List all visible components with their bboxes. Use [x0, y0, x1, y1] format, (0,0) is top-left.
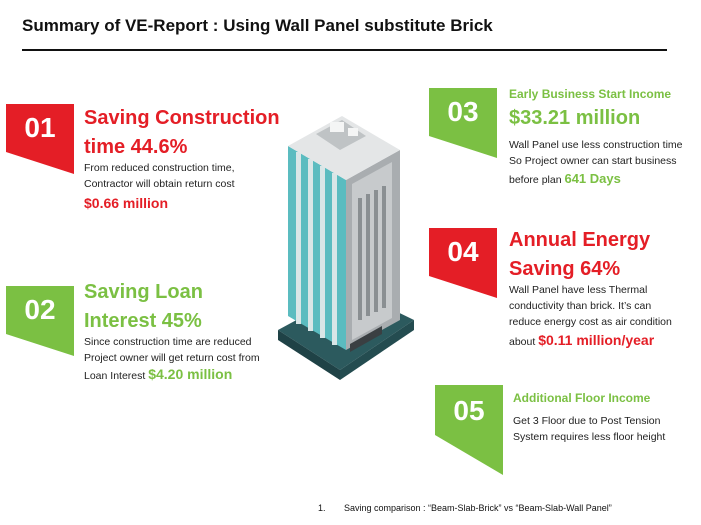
building-illustration [278, 116, 414, 380]
footnote: 1. Saving comparison : “Beam-Slab-Brick” … [318, 503, 612, 513]
item-01-highlight: $0.66 million [84, 195, 169, 211]
item-03-heading-big: $33.21 million [509, 107, 641, 129]
item-02-heading: Saving Loan Interest 45% [84, 281, 203, 332]
badge-number: 05 [453, 395, 485, 426]
item-03-highlight: 641 Days [564, 171, 621, 186]
badge-03: 03 [429, 88, 497, 158]
badge-04: 04 [429, 228, 497, 298]
item-04-text: Wall Panel have less Thermal conductivit… [509, 284, 672, 348]
badge-number: 02 [24, 294, 56, 325]
badge-number: 01 [24, 112, 56, 143]
title-divider [22, 49, 667, 51]
item-01-heading: Saving Construction time 44.6% [84, 107, 280, 158]
item-03-heading-small: Early Business Start Income [509, 87, 672, 101]
item-01-text: From reduced construction time, Contract… [84, 162, 235, 211]
item-02-text: Since construction time are reduced Proj… [84, 336, 260, 382]
item-03-text: Wall Panel use less construction time So… [509, 139, 683, 186]
footnote-number: 1. [318, 503, 326, 513]
badge-01: 01 [6, 104, 74, 174]
badge-number: 04 [447, 236, 479, 267]
badge-number: 03 [447, 96, 479, 127]
item-04-highlight: $0.11 million/year [538, 332, 655, 348]
item-05-text: Get 3 Floor due to Post Tension System r… [513, 415, 666, 443]
badge-05: 05 [435, 385, 503, 475]
footnote-text: Saving comparison : “Beam-Slab-Brick” vs… [344, 503, 612, 513]
item-04-heading: Annual Energy Saving 64% [509, 229, 651, 280]
item-05-heading-small: Additional Floor Income [513, 391, 651, 405]
item-02-highlight: $4.20 million [148, 366, 233, 382]
badge-02: 02 [6, 286, 74, 356]
page-title: Summary of VE-Report : Using Wall Panel … [22, 16, 493, 35]
